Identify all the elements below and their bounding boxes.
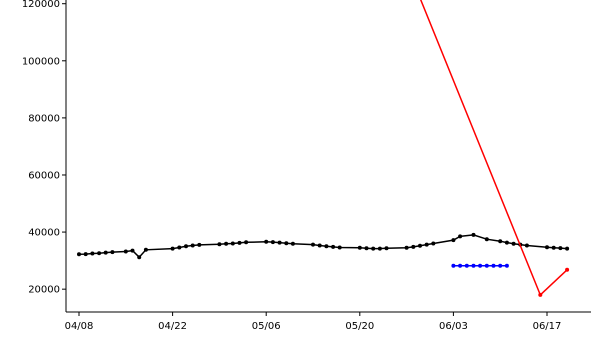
data-point (224, 241, 229, 246)
data-point (524, 243, 529, 248)
data-point (270, 240, 275, 245)
data-point (364, 246, 369, 251)
data-point (317, 243, 322, 248)
data-point (143, 247, 148, 252)
data-point (498, 263, 503, 268)
data-point (217, 242, 222, 247)
data-point (431, 241, 436, 246)
data-point (558, 246, 563, 251)
series-line (420, 0, 541, 296)
series-2 (420, 0, 541, 296)
data-point (311, 242, 315, 247)
data-point (137, 255, 142, 260)
data-point (357, 245, 362, 250)
data-point (471, 232, 476, 237)
data-point (230, 241, 235, 246)
data-point (264, 239, 269, 244)
tick-group: 20000 40000 60000 80000 100000 120000 04/08 04/… (22, 0, 562, 332)
data-point (90, 251, 95, 256)
data-point (177, 245, 182, 250)
data-point (464, 263, 469, 268)
data-point (565, 267, 570, 272)
axes (65, 0, 591, 313)
data-point (130, 248, 135, 253)
x-tick-label: 05/06 (252, 321, 281, 332)
data-point (190, 243, 195, 248)
data-point (244, 240, 249, 245)
series-group (77, 0, 570, 297)
data-point (83, 252, 88, 257)
data-point (103, 250, 108, 255)
y-tick-label: 80000 (28, 113, 60, 124)
x-tick-label: 04/22 (158, 321, 187, 332)
data-point (451, 238, 456, 243)
data-point (484, 263, 489, 268)
y-tick-label: 40000 (28, 228, 60, 239)
series-1 (451, 263, 509, 268)
data-point (451, 263, 456, 268)
data-point (331, 244, 336, 249)
x-tick-label: 06/03 (439, 321, 468, 332)
data-point (184, 244, 188, 249)
y-tick-label: 100000 (22, 56, 60, 67)
data-point (110, 250, 115, 255)
data-point (418, 243, 422, 248)
data-point (471, 263, 476, 268)
data-point (411, 244, 416, 249)
data-point (237, 240, 242, 245)
series-line (539, 269, 568, 296)
data-point (123, 249, 128, 254)
data-point (377, 246, 382, 251)
data-point (504, 263, 509, 268)
x-tick-label: 05/20 (345, 321, 374, 332)
data-point (197, 242, 202, 247)
data-point (384, 246, 389, 251)
y-tick-label: 60000 (28, 170, 60, 181)
data-point (551, 245, 556, 250)
data-point (97, 251, 102, 256)
data-point (77, 252, 81, 257)
data-point (170, 246, 175, 251)
data-point (478, 263, 483, 268)
data-point (458, 263, 463, 268)
data-point (498, 239, 503, 244)
data-point (424, 242, 429, 247)
data-point (504, 240, 509, 245)
series-line (78, 234, 568, 259)
data-point (324, 244, 329, 249)
data-point (371, 246, 376, 251)
data-point (277, 240, 282, 245)
data-point (458, 234, 463, 239)
data-point (538, 292, 543, 297)
data-point (511, 241, 516, 246)
data-point (337, 245, 342, 250)
data-point (565, 246, 570, 251)
data-point (404, 245, 409, 250)
series-3 (538, 267, 570, 297)
data-point (491, 263, 496, 268)
y-tick-label: 20000 (28, 285, 60, 296)
y-tick-label: 120000 (22, 0, 60, 10)
data-point (484, 237, 489, 242)
series-0 (77, 232, 570, 260)
x-tick-label: 04/08 (65, 321, 94, 332)
data-point (545, 245, 549, 250)
data-point (290, 241, 295, 246)
data-point (284, 241, 289, 246)
x-tick-label: 06/17 (533, 321, 562, 332)
